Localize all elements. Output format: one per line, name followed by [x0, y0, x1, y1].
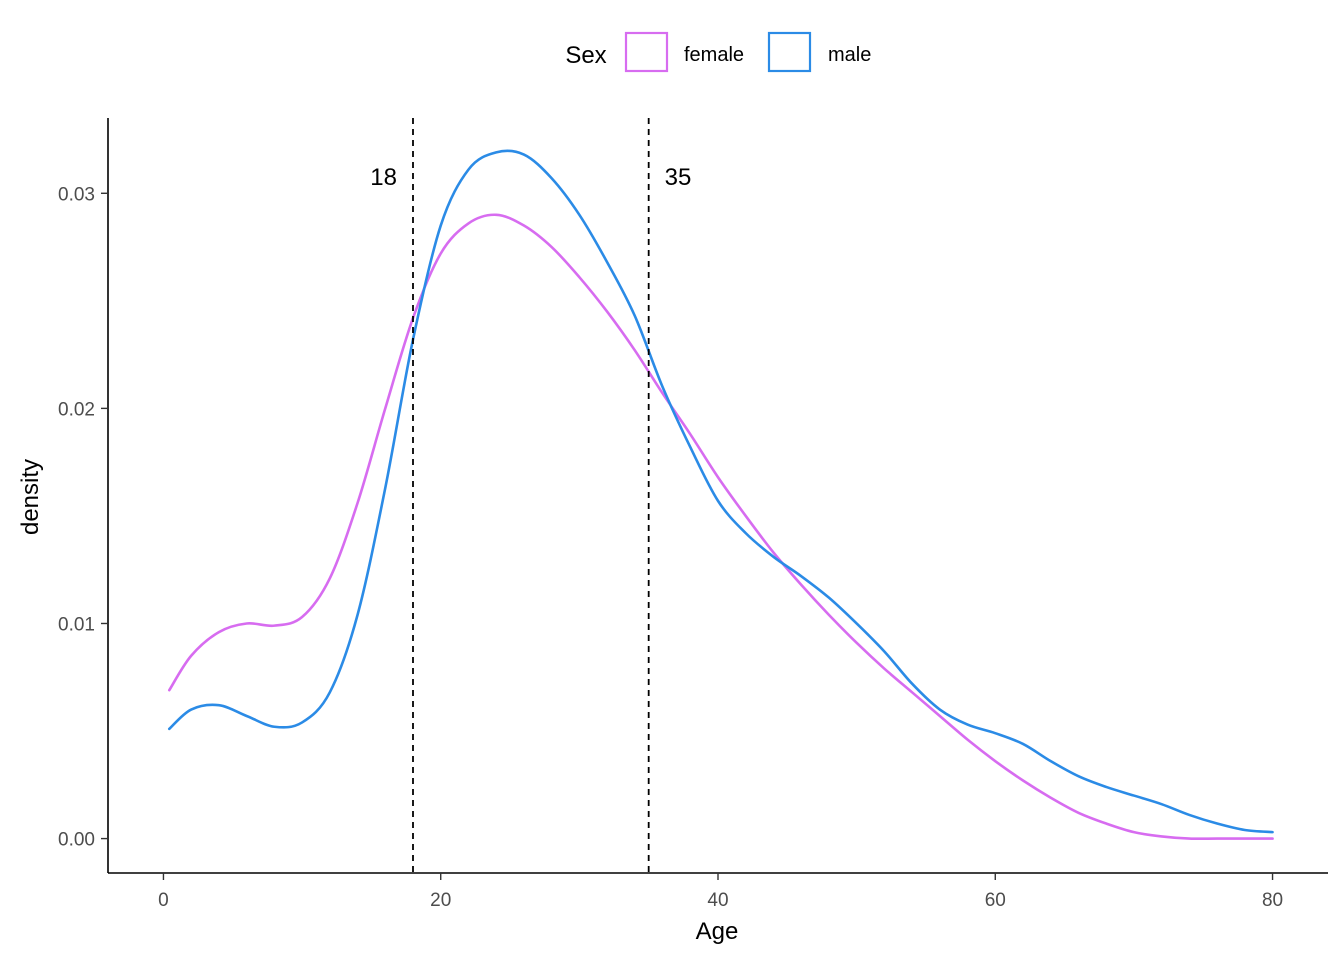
legend-key-female [624, 31, 669, 73]
legend-key-male [767, 31, 812, 73]
legend-title: Sex [565, 42, 606, 69]
x-tick-label: 80 [1262, 890, 1283, 911]
series-lines [167, 149, 1274, 841]
density-line-male [167, 149, 1274, 834]
y-tick-label: 0.01 [58, 614, 95, 635]
x-tick-label: 0 [158, 890, 169, 911]
y-tick-label: 0.00 [58, 830, 95, 851]
y-axis-title: density [17, 459, 44, 535]
axes: 0 20 40 60 80 0.00 0.01 0.02 0.03 [58, 118, 1328, 911]
reference-lines: 18 35 [370, 118, 691, 873]
x-tick-label: 20 [430, 890, 451, 911]
ref-label-35: 35 [665, 164, 692, 191]
x-tick-label: 60 [985, 890, 1006, 911]
legend-label-male: male [828, 44, 871, 66]
y-tick-label: 0.03 [58, 184, 95, 205]
legend-label-female: female [684, 44, 744, 66]
x-axis-title: Age [696, 918, 739, 945]
x-tick-label: 40 [707, 890, 728, 911]
legend: Sex female male [565, 31, 871, 73]
ref-label-18: 18 [370, 164, 397, 191]
y-tick-label: 0.02 [58, 399, 95, 420]
density-line-female [167, 213, 1274, 841]
